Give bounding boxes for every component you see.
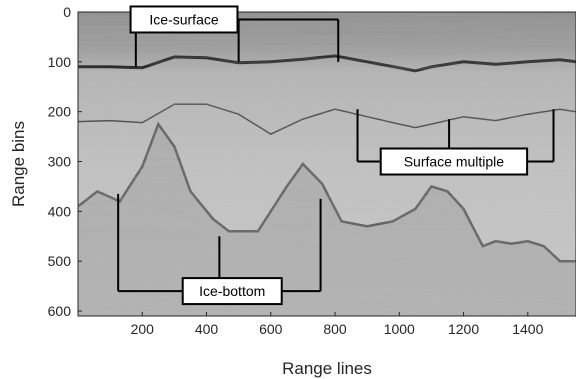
annotation-box bbox=[129, 5, 239, 34]
x-tick-label: 400 bbox=[195, 321, 219, 337]
x-tick-label: 1000 bbox=[384, 321, 415, 337]
y-tick-label: 200 bbox=[48, 104, 72, 120]
x-tick-label: 800 bbox=[323, 321, 347, 337]
x-tick-label: 600 bbox=[259, 321, 283, 337]
annotation-label: Ice-bottom bbox=[199, 283, 265, 299]
annotation: Ice-bottom bbox=[117, 193, 322, 306]
annotations: Ice-surface Surface multiple Ice-bottom bbox=[117, 5, 555, 306]
y-tick-label: 500 bbox=[48, 253, 72, 269]
annotation: Surface multiple bbox=[356, 109, 555, 176]
annotation-label: Surface multiple bbox=[404, 154, 505, 170]
y-tick-label: 100 bbox=[48, 54, 72, 70]
x-tick-label: 1200 bbox=[448, 321, 479, 337]
x-axis-label: Range lines bbox=[282, 359, 372, 378]
x-axis-ticks: 200 400 600 800 1000 1200 1400 bbox=[131, 312, 544, 337]
y-tick-label: 600 bbox=[48, 303, 72, 319]
annotation-box bbox=[379, 147, 529, 176]
y-tick-label: 0 bbox=[63, 4, 71, 20]
annotation: Ice-surface bbox=[129, 5, 340, 67]
x-tick-label: 1400 bbox=[512, 321, 543, 337]
y-tick-label: 400 bbox=[48, 203, 72, 219]
plot-frame bbox=[77, 11, 576, 317]
y-axis-label: Range bins bbox=[9, 121, 28, 207]
y-tick-label: 300 bbox=[48, 154, 72, 170]
annotation-label: Ice-surface bbox=[149, 11, 218, 27]
x-tick-label: 200 bbox=[131, 321, 155, 337]
y-axis-ticks: 0 100 200 300 400 500 600 bbox=[48, 4, 82, 319]
annotation-box bbox=[181, 277, 283, 306]
